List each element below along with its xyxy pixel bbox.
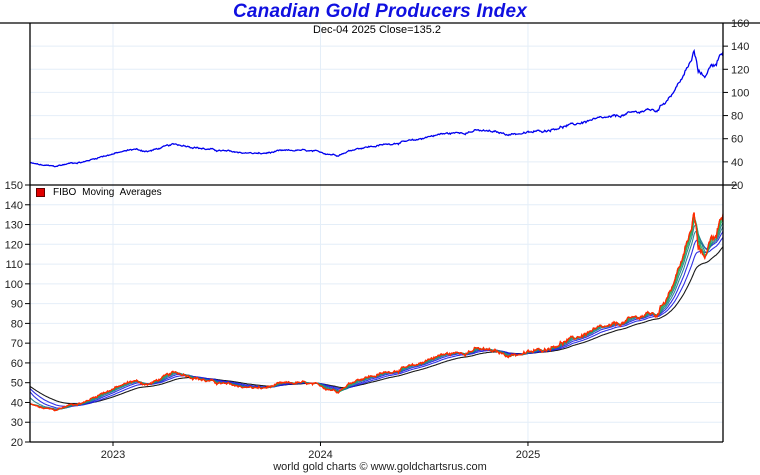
y-tick-label: 70 [11,338,23,350]
y-tick-label: 30 [11,417,23,429]
price-line [29,48,724,168]
y-tick-label: 80 [731,111,743,123]
bottom-panel-y-axis: 20 30 40 50 60 70 80 90 100 110 120 130 140 150 [5,180,30,449]
y-tick-label: 100 [5,279,23,291]
y-tick-label: 50 [11,378,23,390]
y-tick-label: 60 [731,134,743,146]
price-line-bottom [29,212,724,412]
top-panel-price-series [29,48,724,168]
panel-frames [0,22,760,443]
y-tick-label: 120 [5,239,23,251]
x-tick-label: 2025 [516,449,540,461]
y-tick-label: 110 [5,259,23,271]
y-tick-label: 100 [731,87,749,99]
legend-label: FIBO Moving Averages [53,187,162,198]
legend-swatch [36,188,45,197]
y-tick-label: 140 [731,41,749,53]
y-tick-label: 150 [5,180,23,192]
bottom-panel-ma-series [29,212,724,412]
y-tick-label: 40 [731,157,743,169]
y-tick-label: 160 [731,18,749,30]
x-axis: 2023 2024 2025 [101,442,540,461]
y-tick-label: 20 [731,180,743,192]
y-tick-label: 120 [731,64,749,76]
legend: FIBO Moving Averages [36,187,162,198]
ma-line-233 [29,246,724,405]
x-tick-label: 2023 [101,449,125,461]
y-tick-label: 60 [11,358,23,370]
chart-title: Canadian Gold Producers Index [232,1,528,22]
top-panel-y-axis: 20 40 60 80 100 120 140 160 [723,18,749,192]
y-tick-label: 80 [11,318,23,330]
y-tick-label: 20 [11,437,23,449]
y-tick-label: 40 [11,397,23,409]
y-tick-label: 130 [5,220,23,232]
x-tick-label: 2024 [308,449,332,461]
footer-credit: world gold charts © www.goldchartsrus.co… [273,461,487,473]
chart-subtitle: Dec-04 2025 Close=135.2 [312,24,442,36]
top-panel-grid [30,23,723,185]
y-tick-label: 90 [11,299,23,311]
y-tick-label: 140 [5,200,23,212]
bottom-panel-grid [30,185,723,442]
